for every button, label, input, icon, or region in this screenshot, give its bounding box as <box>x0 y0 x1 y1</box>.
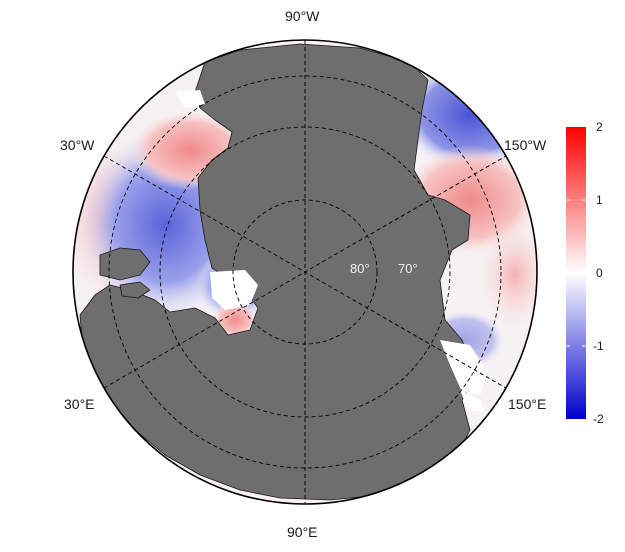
nodata-patches <box>175 90 488 412</box>
patch-baffin <box>175 90 205 108</box>
lat-label-70: 70° <box>398 261 418 276</box>
land-mask <box>79 43 476 501</box>
patch-okhotsk <box>440 340 488 395</box>
patch-bering <box>460 390 485 412</box>
patch-barents <box>210 270 258 310</box>
colorbar-tick-1: 1 <box>596 193 603 207</box>
colorbar <box>566 127 586 419</box>
land-iceland <box>119 281 151 299</box>
map-boundary <box>72 39 538 505</box>
meridian-30e-150w <box>103 155 507 389</box>
graticule <box>103 40 507 504</box>
colorbar-ticks <box>566 199 586 347</box>
lon-label-30e: 30°E <box>64 396 95 412</box>
anomaly-warm-kara <box>213 302 257 338</box>
parallel-60 <box>108 75 502 469</box>
colorbar-tick-neg1: -1 <box>593 339 604 353</box>
lon-label-150w: 150°W <box>504 137 547 153</box>
parallel-70 <box>159 126 451 418</box>
land-arctic-central <box>79 43 476 501</box>
lon-label-90w: 90°W <box>285 8 320 24</box>
map-disc <box>73 40 537 504</box>
colorbar-tick-0: 0 <box>596 266 603 280</box>
lon-label-150e: 150°E <box>508 396 547 412</box>
colorbar-tick-2: 2 <box>596 120 603 134</box>
lon-label-30w: 30°W <box>60 137 95 153</box>
colorbar-tick-neg2: -2 <box>593 412 604 426</box>
land-scandinavia <box>99 247 151 281</box>
lon-label-90e: 90°E <box>287 524 318 540</box>
lat-label-80: 80° <box>350 261 370 276</box>
